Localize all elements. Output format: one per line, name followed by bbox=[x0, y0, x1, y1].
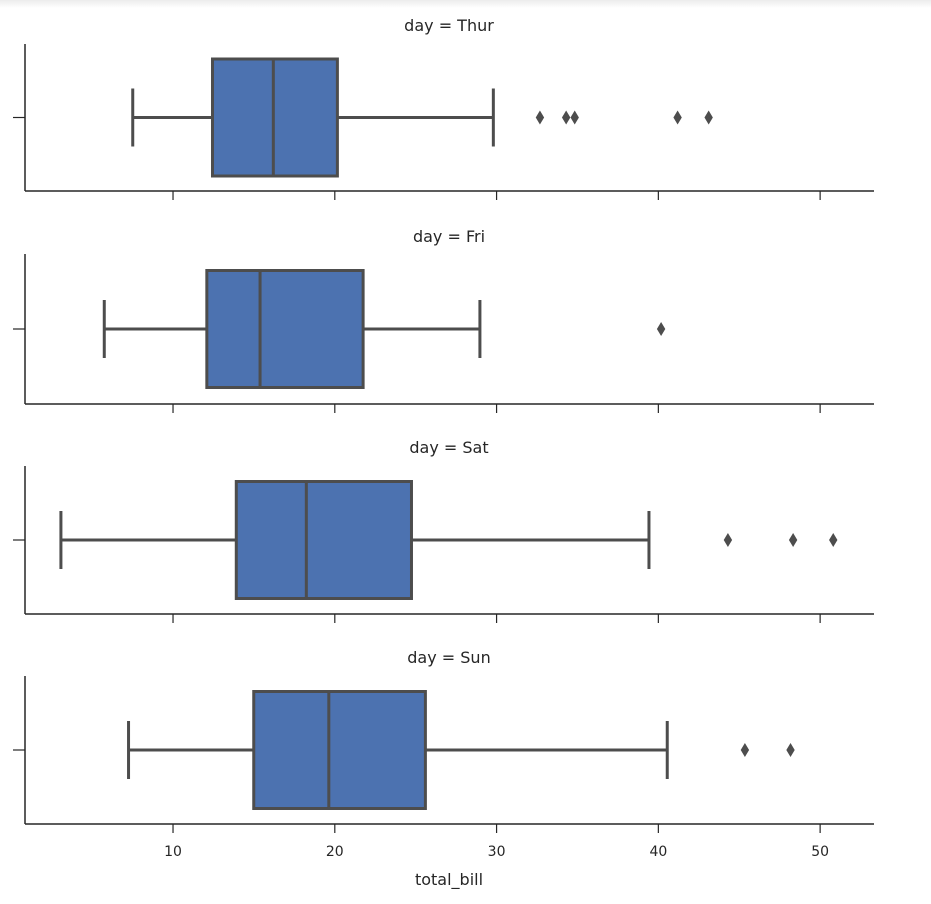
outlier-point bbox=[673, 110, 682, 125]
box-iqr bbox=[252, 690, 427, 810]
outlier-point bbox=[740, 743, 750, 757]
facet-title: day = Fri bbox=[413, 227, 485, 246]
x-tick-label: 30 bbox=[488, 844, 506, 860]
outlier-point bbox=[704, 110, 713, 125]
top-strip bbox=[0, 0, 931, 8]
outlier-point bbox=[570, 110, 579, 125]
facet-title: day = Sat bbox=[409, 438, 488, 457]
facet-title: day = Sun bbox=[407, 648, 490, 667]
outlier-point bbox=[656, 322, 666, 336]
box-iqr bbox=[210, 57, 339, 178]
outlier-point bbox=[723, 533, 733, 547]
x-axis-label: total_bill bbox=[415, 870, 483, 890]
outlier-point bbox=[561, 110, 571, 125]
outlier-point bbox=[535, 110, 545, 125]
x-tick-label: 40 bbox=[649, 844, 667, 860]
x-tick-label: 20 bbox=[326, 844, 344, 860]
outlier-point bbox=[829, 533, 838, 547]
box-iqr bbox=[205, 269, 365, 389]
facet-title: day = Thur bbox=[404, 16, 494, 35]
box-iqr bbox=[234, 480, 413, 600]
outlier-point bbox=[788, 533, 798, 547]
x-tick-label: 50 bbox=[811, 844, 829, 860]
x-tick-label: 10 bbox=[164, 844, 182, 860]
outlier-point bbox=[786, 743, 795, 757]
